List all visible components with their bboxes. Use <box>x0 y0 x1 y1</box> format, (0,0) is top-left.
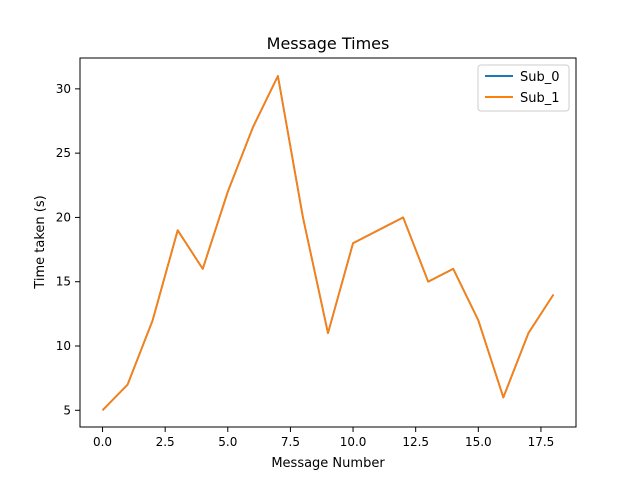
x-tick-label: 0.0 <box>93 435 112 449</box>
y-tick-label: 15 <box>56 275 71 289</box>
y-tick-label: 25 <box>56 146 71 160</box>
legend-label-sub-1: Sub_1 <box>520 91 560 106</box>
x-tick-label: 17.5 <box>528 435 555 449</box>
x-axis-ticks: 0.0 2.5 5.0 7.5 10.0 12.5 15.0 17.5 <box>93 427 554 449</box>
y-tick-label: 20 <box>56 210 71 224</box>
y-axis-ticks: 5 10 15 20 25 30 <box>56 82 80 417</box>
x-tick-label: 10.0 <box>340 435 367 449</box>
x-tick-label: 7.5 <box>281 435 300 449</box>
plot-frame <box>79 57 577 428</box>
legend-label-sub-0: Sub_0 <box>520 70 560 85</box>
chart-title: Message Times <box>267 34 390 53</box>
x-tick-label: 2.5 <box>156 435 175 449</box>
x-tick-label: 15.0 <box>465 435 492 449</box>
y-axis-label: Time taken (s) <box>33 195 48 289</box>
y-tick-label: 10 <box>56 339 71 353</box>
x-tick-label: 12.5 <box>402 435 429 449</box>
series-lines <box>101 75 555 411</box>
y-tick-label: 5 <box>63 403 71 417</box>
series-line-sub-0 <box>101 75 555 411</box>
y-tick-label: 30 <box>56 82 71 96</box>
legend: Sub_0 Sub_1 <box>477 64 570 112</box>
series-line-sub-1 <box>101 75 555 411</box>
x-axis-label: Message Number <box>271 456 385 471</box>
x-tick-label: 5.0 <box>218 435 237 449</box>
